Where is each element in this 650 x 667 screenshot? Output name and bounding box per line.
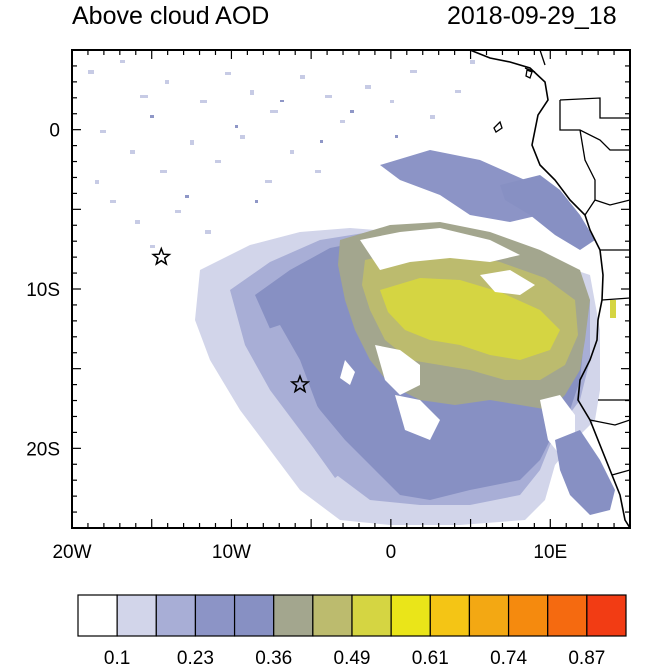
- colorbar-swatch: [116, 594, 157, 637]
- colorbar-swatch: [312, 594, 353, 637]
- lat-tick-label: 0: [49, 121, 60, 142]
- colorbar-label: 0.74: [490, 648, 527, 667]
- map-plot-area: [88, 50, 630, 528]
- colorbar-swatch: [155, 594, 197, 637]
- colorbar-label: 0.49: [334, 648, 371, 667]
- colorbar-label: 0.87: [568, 648, 605, 667]
- colorbar-swatch: [586, 594, 627, 637]
- coastline-africa: [469, 50, 630, 528]
- aod-band-equatorial: [380, 150, 545, 222]
- colorbar-swatch: [547, 594, 588, 637]
- lon-tick-label: 10E: [533, 542, 567, 563]
- star-marker-south: [289, 373, 311, 394]
- country-borders: [524, 50, 630, 476]
- aod-colorbar: 0.1 0.23 0.36 0.49 0.61 0.74 0.87: [77, 594, 627, 667]
- star-markers: [151, 246, 311, 394]
- lon-tick-label: 0: [386, 542, 397, 563]
- colorbar-label: 0.61: [412, 648, 449, 667]
- colorbar-label: 0.36: [255, 648, 292, 667]
- map-title: Above cloud AOD: [72, 2, 270, 30]
- colorbar-swatch: [507, 594, 549, 637]
- lon-tick-label: 10W: [212, 542, 251, 563]
- lake-outline: [493, 69, 533, 133]
- aod-plume-streak: [265, 325, 345, 478]
- timestamp-label: 2018-09-29_18: [447, 2, 617, 30]
- colorbar-swatch: [273, 594, 314, 637]
- aod-scatter-north: [88, 60, 475, 248]
- colorbar-swatch: [194, 594, 236, 637]
- colorbar-swatch: [233, 594, 275, 637]
- colorbar-swatch: [77, 594, 118, 637]
- aod-scatter-north-medium: [150, 100, 398, 203]
- star-marker-north: [151, 246, 172, 266]
- lon-tick-label: 20W: [52, 542, 91, 563]
- colorbar-label: 0.23: [177, 648, 214, 667]
- colorbar-swatch: [390, 594, 431, 637]
- aod-plume-yellow: [380, 278, 560, 360]
- aod-coastal-south: [555, 430, 615, 515]
- colorbar-swatch: [351, 594, 392, 637]
- colorbar-swatch: [468, 594, 510, 637]
- colorbar-swatch: [429, 594, 471, 637]
- colorbar-label: 0.1: [104, 648, 130, 667]
- lat-tick-label: 10S: [26, 280, 60, 301]
- lat-tick-label: 20S: [26, 439, 60, 460]
- aod-clear-gaps: [340, 228, 575, 455]
- aod-band-coastal-north: [500, 175, 595, 250]
- map-ticks: 20W 10W 0 10E 0 10S 20S: [26, 49, 631, 563]
